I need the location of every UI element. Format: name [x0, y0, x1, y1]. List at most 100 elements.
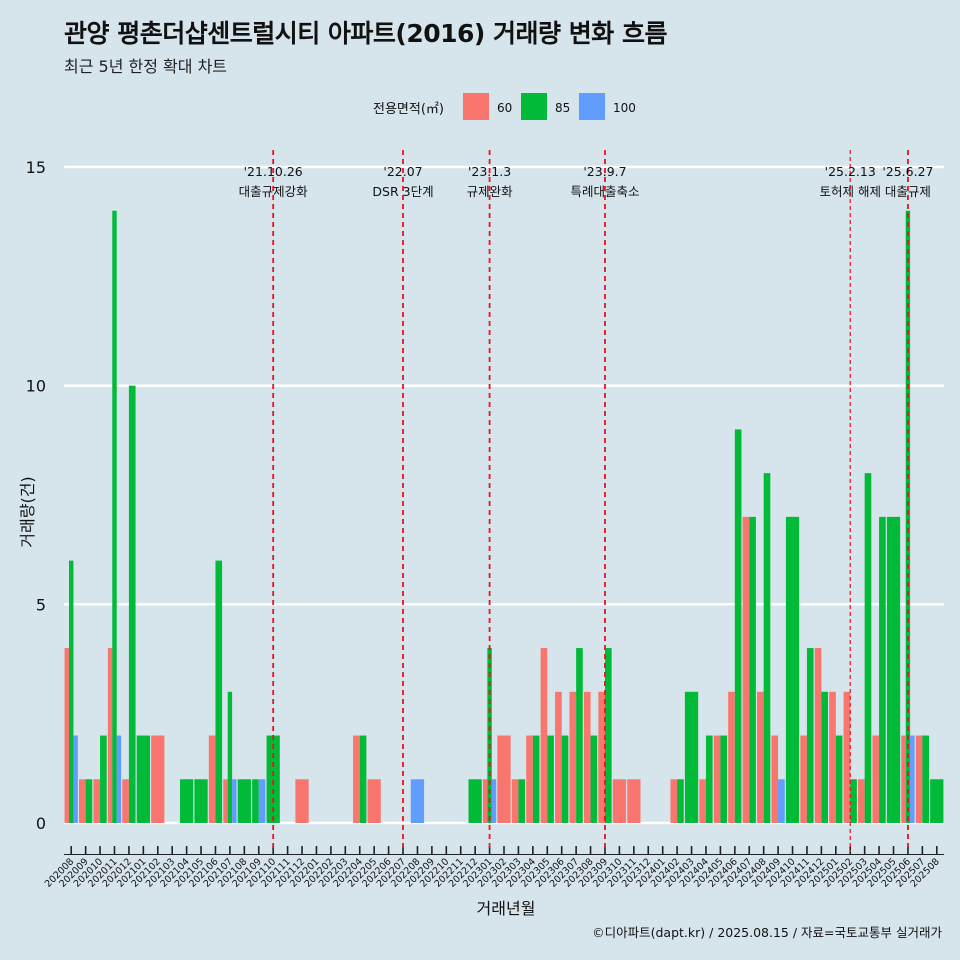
bar-85-202404 [705, 735, 713, 823]
bar-85-202508 [930, 779, 944, 823]
bar-85-202303 [518, 779, 526, 823]
bar-85-202406 [734, 429, 742, 823]
bar-85-202505 [886, 516, 901, 823]
bar-85-202407 [749, 516, 756, 823]
bar-60-202204 [353, 735, 360, 823]
x-axis-title: 거래년월 [477, 899, 536, 918]
bar-85-202403 [684, 691, 699, 823]
bar-60-202504 [872, 735, 880, 823]
bar-60-202402 [670, 779, 678, 823]
bar-60-202305 [540, 648, 548, 823]
event-date-label: '23.1.3 [468, 164, 511, 179]
y-tick-label: 0 [36, 814, 46, 833]
y-tick-label: 10 [26, 377, 46, 396]
bar-100-202011 [116, 735, 122, 823]
bar-85-202011 [112, 210, 117, 823]
bar-60-202306 [555, 691, 562, 823]
bar-85-202410 [785, 516, 800, 823]
bar-85-202501 [835, 735, 843, 823]
bar-100-202409 [778, 779, 785, 823]
event-text-label: 특례대출축소 [570, 184, 639, 199]
bar-85-202307 [576, 648, 583, 823]
bar-60-202205 [367, 779, 381, 823]
event-text-label: DSR 3단계 [372, 184, 433, 199]
bar-60-202502 [843, 691, 851, 823]
bar-85-202107 [227, 691, 233, 823]
bar-85-202106 [215, 560, 223, 823]
legend-label-100: 100 [613, 101, 636, 115]
bar-85-202110 [266, 735, 280, 823]
bar-60-202406 [728, 691, 735, 823]
bar-100-202208 [410, 779, 425, 823]
bar-85-202402 [677, 779, 684, 823]
bar-85-202305 [547, 735, 554, 823]
bar-60-202501 [829, 691, 836, 823]
bar-85-202306 [561, 735, 569, 823]
bar-60-202112 [295, 779, 309, 823]
bar-85-202204 [359, 735, 367, 823]
bar-60-202411 [800, 735, 807, 823]
bar-85-202104 [179, 779, 194, 823]
bar-85-202008 [69, 560, 74, 823]
bar-60-202310 [612, 779, 627, 823]
event-text-label: 토허제 해제 [819, 184, 880, 199]
bar-60-202012 [122, 779, 129, 823]
legend-title: 전용면적(㎡) [373, 102, 444, 117]
event-date-label: '21.10.26 [244, 164, 303, 179]
bar-60-202408 [757, 691, 764, 823]
y-tick-label: 15 [26, 158, 46, 177]
bar-85-202010 [100, 735, 107, 823]
bar-60-202309 [598, 691, 605, 823]
bar-85-202408 [763, 473, 771, 823]
bar-60-202507 [915, 735, 923, 823]
bar-85-202412 [821, 691, 829, 823]
event-date-label: '25.6.27 [882, 164, 933, 179]
legend-swatch-85 [521, 93, 547, 120]
bar-85-202009 [85, 779, 93, 823]
bar-60-202009 [79, 779, 86, 823]
bar-60-202503 [858, 779, 865, 823]
bar-85-202503 [864, 473, 872, 823]
bar-60-202011 [107, 648, 113, 823]
bar-60-202302 [497, 735, 511, 823]
event-text-label: 대출규제강화 [239, 184, 309, 199]
bar-60-202311 [627, 779, 641, 823]
legend-label-60: 60 [497, 101, 512, 115]
bar-60-202301 [482, 779, 488, 823]
bar-85-202109 [252, 779, 259, 823]
event-date-label: '22.07 [383, 164, 422, 179]
bar-100-202109 [258, 779, 266, 823]
legend-label-85: 85 [555, 101, 570, 115]
bar-60-202010 [93, 779, 101, 823]
bar-60-202307 [569, 691, 577, 823]
bar-60-202304 [526, 735, 533, 823]
legend-swatch-100 [579, 93, 605, 120]
event-text-label: 대출규제 [885, 184, 931, 199]
event-date-label: '25.2.13 [825, 164, 876, 179]
chart-subtitle: 최근 5년 한정 확대 차트 [64, 57, 228, 76]
bar-85-202502 [850, 779, 857, 823]
bar-85-202212 [468, 779, 482, 823]
bar-60-202409 [771, 735, 779, 823]
bar-85-202411 [806, 648, 814, 823]
bar-85-202101 [136, 735, 150, 823]
bar-85-202105 [194, 779, 208, 823]
bar-60-202407 [742, 516, 750, 823]
y-tick-label: 5 [36, 595, 46, 614]
bar-100-202008 [73, 735, 78, 823]
bar-85-202304 [532, 735, 540, 823]
bar-60-202303 [511, 779, 519, 823]
bar-100-202301 [491, 779, 497, 823]
bar-85-202108 [237, 779, 251, 823]
event-date-label: '23.9.7 [583, 164, 626, 179]
bar-60-202102 [151, 735, 165, 823]
bar-60-202405 [713, 735, 721, 823]
source-caption: ©디아파트(dapt.kr) / 2025.08.15 / 자료=국토교통부 실… [592, 925, 942, 940]
bar-85-202309 [604, 648, 612, 823]
event-text-label: 규제완화 [467, 184, 514, 199]
y-axis-title: 거래량(건) [18, 476, 37, 547]
bar-85-202506 [905, 210, 911, 823]
bar-60-202008 [64, 648, 70, 823]
bar-60-202404 [699, 779, 706, 823]
